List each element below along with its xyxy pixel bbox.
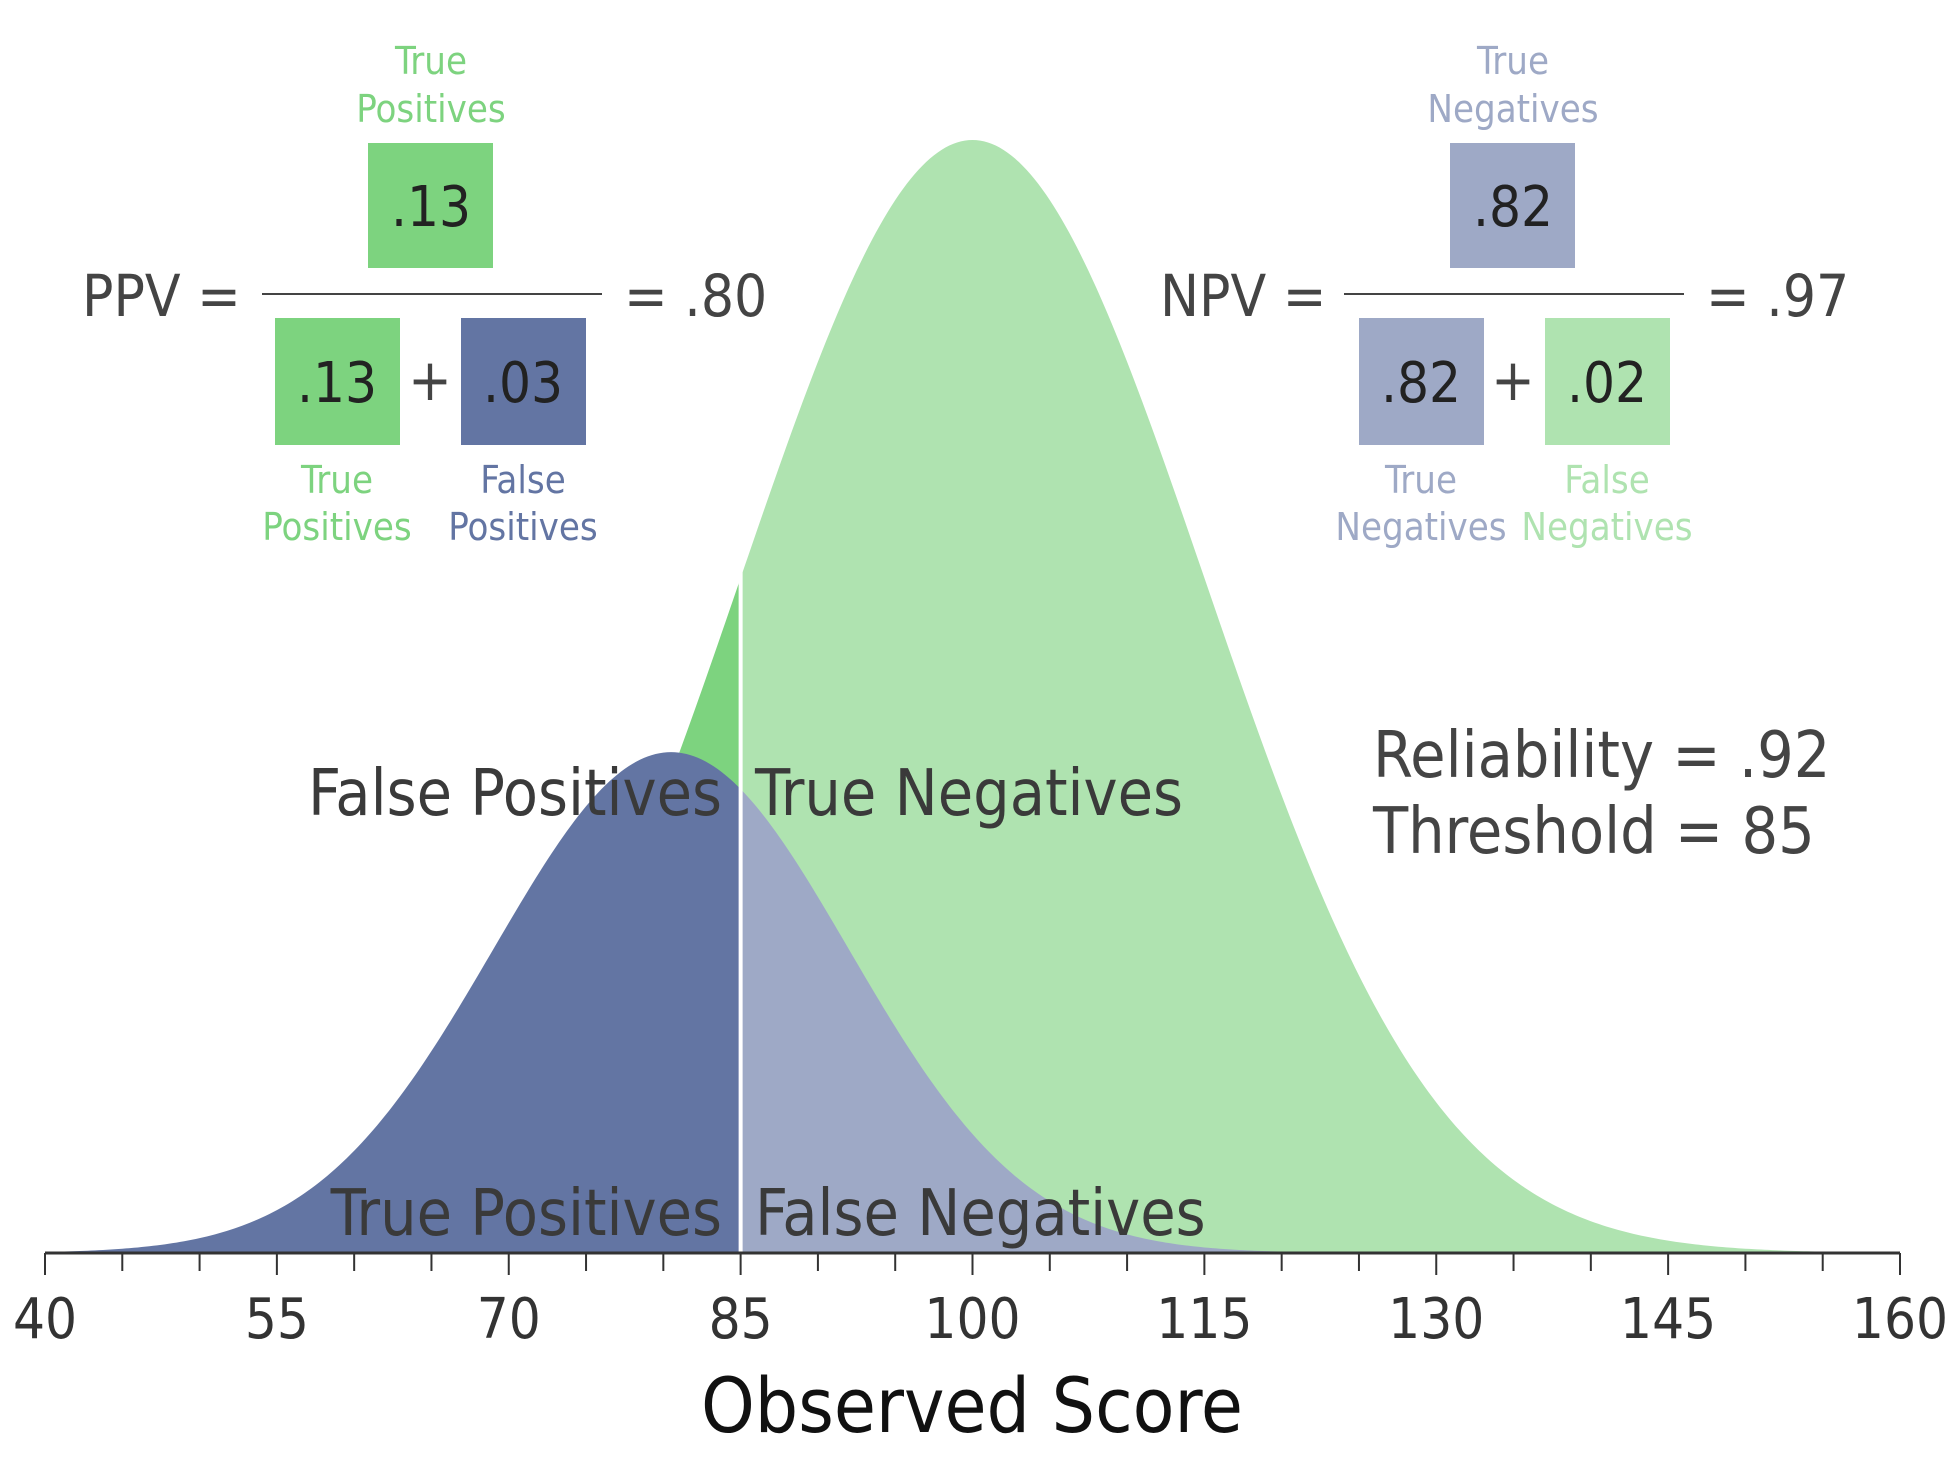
npv-denominator-tn-label-line1: True xyxy=(1384,458,1457,502)
ppv-plus: + xyxy=(408,346,452,414)
x-axis-title: Observed Score xyxy=(701,1361,1243,1450)
threshold-text: Threshold = 85 xyxy=(1372,795,1815,869)
ppv-denominator-fp-label-line2: Positives xyxy=(448,505,597,549)
info-text: Reliability = .92 Threshold = 85 xyxy=(1372,719,1830,869)
tick-label: 40 xyxy=(13,1287,77,1352)
tick-label: 70 xyxy=(477,1287,541,1352)
tick-label: 130 xyxy=(1388,1287,1484,1352)
ppv-result: = .80 xyxy=(624,262,767,330)
tick-label: 100 xyxy=(924,1287,1020,1352)
distribution-areas xyxy=(45,140,1900,1253)
npv-denominator-fn-label-line1: False xyxy=(1564,458,1649,502)
npv-denominator-tn-label-line2: Negatives xyxy=(1335,505,1506,549)
ppv-denominator-tp-label-line2: Positives xyxy=(262,505,411,549)
ppv-denominator-fp-value: .03 xyxy=(483,351,563,416)
ppv-numerator-value: .13 xyxy=(391,175,471,240)
npv-numerator-value: .82 xyxy=(1473,175,1553,240)
npv-denominator-fn-value: .02 xyxy=(1567,351,1647,416)
npv-denominator-fn-box xyxy=(1545,318,1670,445)
region-label-true-positives: True Positives xyxy=(330,1177,722,1251)
tick-label: 85 xyxy=(709,1287,773,1352)
reliability-text: Reliability = .92 xyxy=(1373,719,1830,793)
npv-numerator-box xyxy=(1450,143,1575,268)
area-true-negatives xyxy=(740,140,1900,1253)
region-label-false-positives: False Positives xyxy=(308,757,722,831)
ppv-denominator-tp-value: .13 xyxy=(297,351,377,416)
region-label-false-negatives: False Negatives xyxy=(755,1177,1206,1251)
npv-plus: + xyxy=(1491,346,1535,414)
ppv-numerator-label-line1: True xyxy=(394,39,467,83)
area-false-negatives xyxy=(740,789,1900,1253)
npv-numerator-label-line1: True xyxy=(1476,39,1549,83)
ppv-numerator-box xyxy=(368,143,493,268)
tick-label: 160 xyxy=(1852,1287,1948,1352)
ppv-denominator-tp-label-line1: True xyxy=(300,458,373,502)
ppv-denominator-tp-box xyxy=(275,318,400,445)
npv-denominator-tn-value: .82 xyxy=(1381,351,1461,416)
npv-denominator-tn-box xyxy=(1359,318,1484,445)
region-labels: False Positives True Negatives True Posi… xyxy=(308,757,1206,1251)
npv-numerator-label-line2: Negatives xyxy=(1427,87,1598,131)
x-axis: 40 55 70 85 100 115 130 145 160 xyxy=(13,1251,1948,1352)
area-true-positives xyxy=(45,752,741,1253)
npv-formula: NPV = = .97 True Negatives .82 .82 + .02… xyxy=(1160,39,1849,549)
tick-label: 145 xyxy=(1620,1287,1716,1352)
ppv-denominator-fp-box xyxy=(461,318,586,445)
tick-label: 115 xyxy=(1156,1287,1252,1352)
ppv-denominator-fp-label-line1: False xyxy=(480,458,565,502)
npv-label: NPV = xyxy=(1160,262,1326,330)
region-label-true-negatives: True Negatives xyxy=(754,757,1183,831)
npv-denominator-fn-label-line2: Negatives xyxy=(1521,505,1692,549)
ppv-numerator-label-line2: Positives xyxy=(356,87,505,131)
tick-label: 55 xyxy=(245,1287,309,1352)
npv-result: = .97 xyxy=(1706,262,1849,330)
ppv-label: PPV = xyxy=(82,262,241,330)
ppv-formula: PPV = = .80 True Positives .13 .13 + .03… xyxy=(82,39,767,549)
